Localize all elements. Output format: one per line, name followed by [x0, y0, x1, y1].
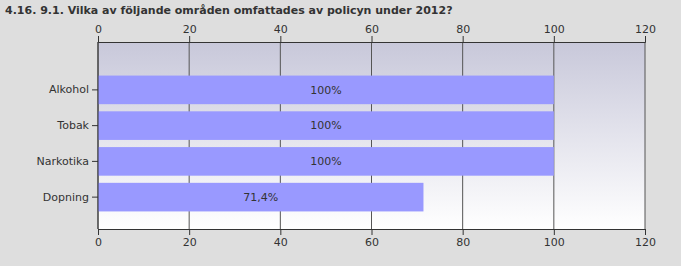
tick: 100: [544, 229, 565, 249]
tick-label: 0: [95, 236, 102, 249]
grid: [98, 42, 645, 229]
tick-label: 40: [274, 236, 288, 249]
tick-mark: [372, 229, 373, 235]
x-axis-top: 0 20 40 60 80 100 120: [95, 23, 656, 43]
grid-line: [98, 42, 99, 229]
tick-label: 100: [544, 236, 565, 249]
tick-label: 100: [544, 23, 565, 36]
y-axis: Alkohol Tobak Narkotika Dopning: [37, 42, 99, 229]
tick-label: 80: [456, 236, 470, 249]
tick-mark: [372, 36, 373, 42]
tick-label: Alkohol: [49, 83, 89, 96]
tick: 40: [274, 23, 288, 42]
tick-label: 40: [274, 23, 288, 36]
tick-mark: [92, 89, 98, 90]
bar: [98, 111, 554, 140]
tick-label: Dopning: [43, 191, 89, 204]
background: [0, 0, 681, 266]
data-label: 100%: [310, 84, 341, 97]
tick: 80: [456, 229, 470, 249]
tick-label: 60: [365, 23, 379, 36]
tick-mark: [463, 36, 464, 42]
tick: 0: [95, 229, 102, 249]
axis-line: [99, 230, 646, 236]
tick-mark: [98, 36, 99, 42]
x-axis-bottom: 0 20 40 60 80 100 120: [95, 229, 656, 249]
plot-area: [98, 42, 645, 229]
grid-line: [645, 42, 646, 229]
tick-mark: [280, 36, 281, 42]
bars: [98, 76, 554, 212]
axis-line: [98, 42, 99, 229]
tick-mark: [92, 197, 98, 198]
tick-mark: [98, 229, 99, 235]
data-label: 100%: [310, 119, 341, 132]
tick: 120: [635, 229, 656, 249]
tick-label: 0: [95, 23, 102, 36]
chart: 4.16. 9.1. Vilka av följande områden omf…: [0, 0, 681, 266]
tick-label: 20: [183, 23, 197, 36]
tick: Tobak: [56, 119, 98, 132]
tick-label: 60: [365, 236, 379, 249]
tick-label: Narkotika: [37, 155, 90, 168]
title: 4.16. 9.1. Vilka av följande områden omf…: [5, 4, 453, 17]
tick: Dopning: [43, 191, 98, 204]
tick: 120: [635, 23, 656, 42]
tick-mark: [189, 229, 190, 235]
tick-mark: [92, 161, 98, 162]
tick: 40: [274, 229, 288, 249]
tick: 80: [456, 23, 470, 42]
tick: 20: [183, 229, 197, 249]
axis-line: [99, 36, 646, 43]
tick: Narkotika: [37, 155, 99, 168]
data-label: 71,4%: [243, 191, 278, 204]
tick: 60: [365, 229, 379, 249]
tick-mark: [280, 229, 281, 235]
bar: [98, 76, 554, 105]
bar: [98, 147, 554, 176]
tick-label: 80: [456, 23, 470, 36]
tick: 20: [183, 23, 197, 42]
bar: [98, 183, 423, 212]
tick-mark: [554, 36, 555, 42]
tick: 0: [95, 23, 102, 42]
tick: 60: [365, 23, 379, 42]
tick-mark: [645, 229, 646, 235]
tick-label: Tobak: [56, 119, 89, 132]
tick: 100: [544, 23, 565, 42]
data-labels: 100% 100% 100% 71,4%: [243, 84, 341, 204]
tick-mark: [92, 125, 98, 126]
tick-mark: [463, 229, 464, 235]
data-label: 100%: [310, 155, 341, 168]
tick-label: 120: [635, 23, 656, 36]
tick-label: 20: [183, 236, 197, 249]
tick-mark: [554, 229, 555, 235]
tick-mark: [189, 36, 190, 42]
tick-label: 120: [635, 236, 656, 249]
tick-mark: [645, 36, 646, 42]
tick: Alkohol: [49, 83, 98, 96]
